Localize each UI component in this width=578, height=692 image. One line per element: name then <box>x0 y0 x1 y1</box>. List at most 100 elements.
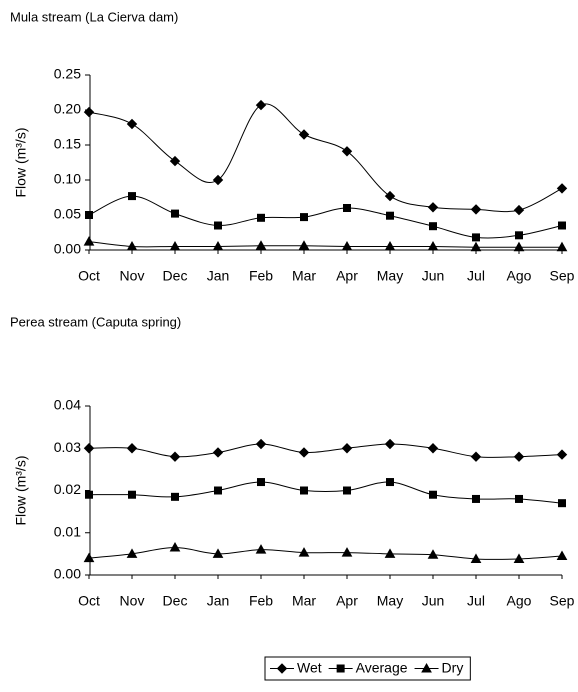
y-axis-label: Flow (m³/s) <box>13 456 29 526</box>
x-tick-label: Mar <box>292 268 316 284</box>
legend-label: Average <box>356 660 408 676</box>
data-point <box>212 548 224 558</box>
y-tick-label: 0.15 <box>54 136 81 152</box>
series-line <box>88 547 563 560</box>
data-point <box>341 146 353 157</box>
x-tick-label: Jul <box>467 268 485 284</box>
x-tick-label: Oct <box>78 593 100 609</box>
x-tick-label: Nov <box>120 268 145 284</box>
data-point <box>298 547 310 557</box>
data-point <box>472 233 480 242</box>
data-point <box>83 443 95 454</box>
data-point <box>255 240 267 250</box>
data-point <box>343 204 351 212</box>
data-point <box>171 492 179 501</box>
legend-marker <box>421 662 432 673</box>
data-point <box>214 486 222 495</box>
y-tick-label: 0.20 <box>54 101 81 117</box>
series-line <box>88 103 563 213</box>
data-point <box>126 443 138 454</box>
y-tick-label: 0.00 <box>54 241 81 257</box>
y-tick-label: 0.10 <box>54 171 81 187</box>
data-point <box>470 451 482 462</box>
data-point <box>513 553 525 563</box>
data-point <box>212 447 224 458</box>
y-axis-label: Flow (m³/s) <box>13 128 29 198</box>
data-point <box>83 106 95 118</box>
data-point <box>169 542 181 552</box>
data-point <box>427 240 439 251</box>
data-point <box>255 544 267 554</box>
data-point <box>556 241 568 252</box>
data-point <box>386 478 394 487</box>
x-tick-label: May <box>377 268 403 284</box>
data-point <box>85 490 93 499</box>
y-tick-label: 0.03 <box>54 439 81 455</box>
data-point <box>513 451 525 462</box>
series-line <box>88 195 563 239</box>
data-point <box>558 221 566 230</box>
x-tick-label: Nov <box>120 593 145 609</box>
data-point <box>384 190 396 202</box>
data-point <box>470 241 482 252</box>
data-point <box>384 548 396 558</box>
data-point <box>470 553 482 563</box>
data-point <box>427 443 439 454</box>
legend-label: Dry <box>442 660 464 676</box>
data-point <box>513 241 525 252</box>
legend: Wet Average Dry <box>264 656 471 681</box>
data-point <box>513 204 525 216</box>
data-point <box>427 202 439 213</box>
y-tick-label: 0.05 <box>54 206 81 222</box>
data-point <box>386 211 394 220</box>
data-point <box>341 240 353 251</box>
chart-title: Mula stream (La Cierva dam) <box>10 9 178 24</box>
y-tick-label: 0.00 <box>54 566 81 582</box>
data-point <box>298 129 310 140</box>
x-tick-label: Sep <box>550 593 575 609</box>
x-tick-label: Jul <box>467 593 485 609</box>
legend-marker <box>276 663 288 674</box>
data-point <box>341 547 353 557</box>
data-point <box>126 548 138 558</box>
data-point <box>214 221 222 230</box>
x-tick-label: Dec <box>163 268 188 284</box>
legend-label: Wet <box>297 660 322 676</box>
chart-title: Perea stream (Caputa spring) <box>10 314 181 329</box>
x-tick-label: Apr <box>336 593 358 609</box>
x-tick-label: Ago <box>507 268 532 284</box>
data-point <box>257 478 265 487</box>
data-point <box>83 236 95 246</box>
data-point <box>255 99 267 111</box>
data-point <box>556 183 568 194</box>
x-tick-label: Jan <box>207 593 230 609</box>
data-point <box>341 443 353 454</box>
data-point <box>298 240 310 250</box>
data-point <box>169 155 181 167</box>
y-tick-label: 0.01 <box>54 523 81 539</box>
data-point <box>429 490 437 499</box>
data-point <box>429 222 437 231</box>
series-line <box>88 241 562 248</box>
data-point <box>384 438 396 450</box>
data-point <box>128 192 136 201</box>
data-point <box>83 552 95 563</box>
x-tick-label: Apr <box>336 268 358 284</box>
x-tick-label: Sep <box>550 268 575 284</box>
data-point <box>470 204 482 215</box>
data-point <box>128 490 136 499</box>
series-line <box>88 481 563 504</box>
data-point <box>300 213 308 222</box>
data-point <box>558 499 566 508</box>
x-tick-label: Feb <box>249 268 273 284</box>
data-point <box>300 486 308 495</box>
x-tick-label: Ago <box>507 593 532 609</box>
data-point <box>515 494 523 503</box>
data-point <box>255 438 267 450</box>
data-point <box>472 494 480 503</box>
x-tick-label: Mar <box>292 593 316 609</box>
legend-box <box>264 656 471 681</box>
data-point <box>556 449 568 460</box>
data-point <box>212 174 224 186</box>
